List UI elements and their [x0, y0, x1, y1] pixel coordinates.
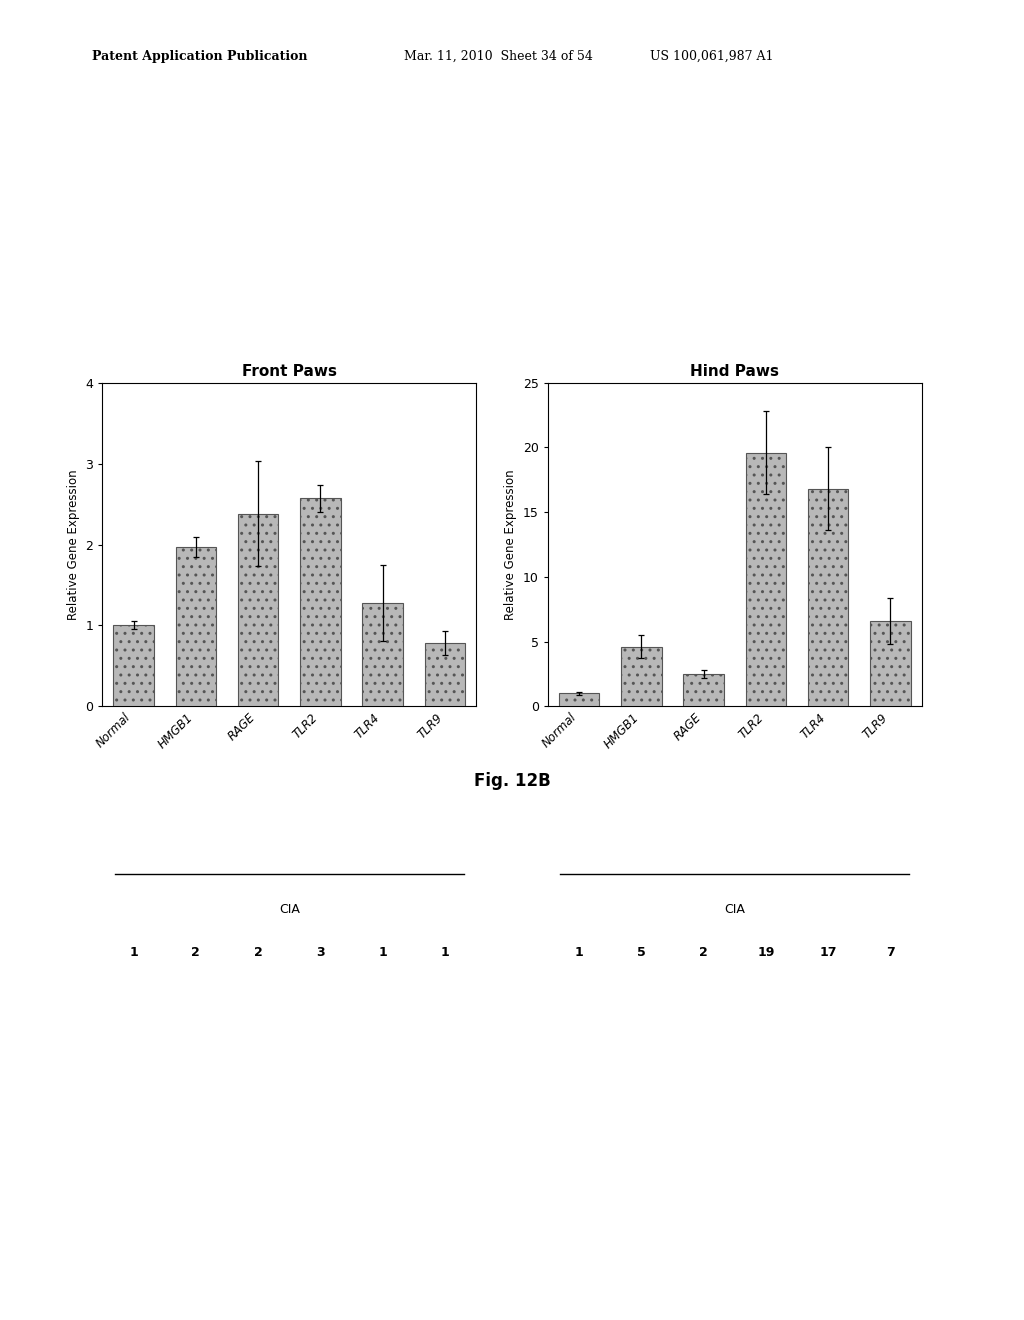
Text: CIA: CIA	[279, 903, 300, 916]
Text: 1: 1	[440, 945, 450, 958]
Bar	[683, 673, 724, 706]
Text: Patent Application Publication: Patent Application Publication	[92, 50, 307, 63]
Bar	[238, 513, 279, 706]
Bar	[559, 693, 599, 706]
Bar	[362, 603, 403, 706]
Text: CIA: CIA	[724, 903, 745, 916]
Text: Mar. 11, 2010  Sheet 34 of 54: Mar. 11, 2010 Sheet 34 of 54	[404, 50, 593, 63]
Text: 1: 1	[574, 945, 584, 958]
Text: 1: 1	[129, 945, 138, 958]
Text: US 100,061,987 A1: US 100,061,987 A1	[650, 50, 774, 63]
Text: 17: 17	[819, 945, 837, 958]
Bar	[114, 626, 154, 706]
Bar	[870, 620, 910, 706]
Bar	[745, 453, 786, 706]
Text: 1: 1	[378, 945, 387, 958]
Bar	[425, 643, 465, 706]
Text: 2: 2	[254, 945, 262, 958]
Bar	[300, 499, 341, 706]
Text: Fig. 12B: Fig. 12B	[474, 772, 550, 791]
Title: Front Paws: Front Paws	[242, 364, 337, 379]
Text: 19: 19	[757, 945, 774, 958]
Text: 5: 5	[637, 945, 646, 958]
Y-axis label: Relative Gene Expression: Relative Gene Expression	[505, 469, 517, 620]
Text: 2: 2	[699, 945, 708, 958]
Bar	[621, 647, 662, 706]
Y-axis label: Relative Gene Expression: Relative Gene Expression	[67, 469, 80, 620]
Bar	[808, 488, 849, 706]
Title: Hind Paws: Hind Paws	[690, 364, 779, 379]
Text: 2: 2	[191, 945, 201, 958]
Text: 7: 7	[886, 945, 895, 958]
Text: 3: 3	[316, 945, 325, 958]
Bar	[175, 546, 216, 706]
